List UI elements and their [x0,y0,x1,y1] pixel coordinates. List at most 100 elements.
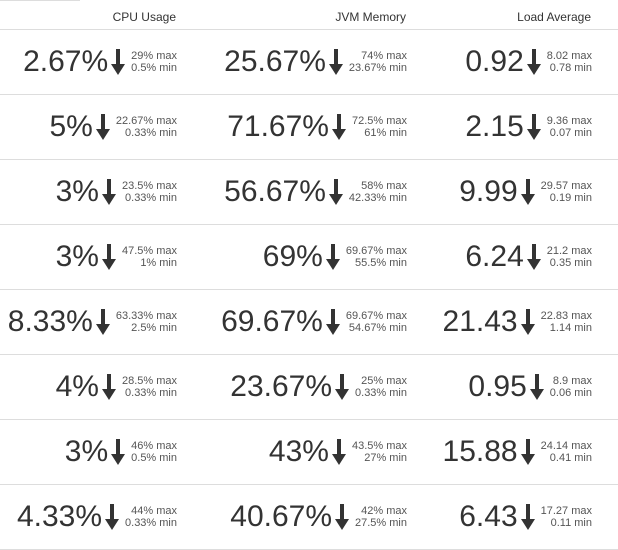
cpu-cell: 2.67% 29% max 0.5% min [0,30,177,94]
cpu-min: 0.5% min [131,62,177,74]
jvm-metric: 71.67% 72.5% max 61% min [227,95,407,159]
load-range: 29.57 max 0.19 min [541,180,592,204]
arrow-down-icon [111,47,126,77]
load-min: 0.11 min [550,517,592,529]
load-max: 8.02 max [546,50,592,62]
jvm-cell: 23.67% 25% max 0.33% min [177,355,407,419]
table-row: 3% 46% max 0.5% min 43% 43.5% max 27% min 15.8… [0,420,618,485]
jvm-metric: 56.67% 58% max 42.33% min [224,160,407,224]
arrow-down-icon [331,112,346,142]
arrow-down-icon [95,112,110,142]
top-divider [0,0,80,1]
table-row: 3% 47.5% max 1% min 69% 69.67% max 55.5% min 6… [0,225,618,290]
load-value: 6.24 [465,240,524,273]
load-value: 9.99 [459,175,518,208]
load-value: 2.15 [465,110,524,143]
cpu-cell: 3% 23.5% max 0.33% min [0,160,177,224]
load-max: 9.36 max [546,115,592,127]
cpu-min: 2.5% min [131,322,177,334]
jvm-value: 23.67% [230,370,333,403]
jvm-cell: 40.67% 42% max 27.5% min [177,485,407,549]
load-cell: 0.92 8.02 max 0.78 min [407,30,592,94]
cpu-max: 44% max [131,505,177,517]
jvm-cell: 69% 69.67% max 55.5% min [177,225,407,289]
load-cell: 6.43 17.27 max 0.11 min [407,485,592,549]
arrow-down-icon [95,307,110,337]
jvm-min: 0.33% min [355,387,407,399]
jvm-value: 43% [268,435,329,468]
load-min: 0.35 min [549,257,592,269]
load-range: 24.14 max 0.41 min [541,440,592,464]
cpu-min: 1% min [140,257,177,269]
arrow-down-icon [335,502,350,532]
jvm-metric: 69.67% 69.67% max 54.67% min [221,290,407,354]
table-row: 2.67% 29% max 0.5% min 25.67% 74% max 23.67% … [0,30,618,95]
jvm-cell: 43% 43.5% max 27% min [177,420,407,484]
load-range: 8.02 max 0.78 min [547,50,592,74]
cpu-cell: 5% 22.67% max 0.33% min [0,95,177,159]
arrow-down-icon [328,177,343,207]
load-metric: 0.92 8.02 max 0.78 min [465,30,592,94]
jvm-max: 25% max [361,375,407,387]
jvm-value: 69.67% [221,305,323,338]
load-value: 0.92 [465,45,524,78]
load-cell: 2.15 9.36 max 0.07 min [407,95,592,159]
cpu-metric: 8.33% 63.33% max 2.5% min [8,290,177,354]
jvm-max: 74% max [361,50,407,62]
jvm-metric: 40.67% 42% max 27.5% min [230,485,407,549]
arrow-down-icon [325,307,340,337]
jvm-metric: 43% 43.5% max 27% min [269,420,407,484]
arrow-down-icon [101,177,116,207]
cpu-range: 28.5% max 0.33% min [122,375,177,399]
arrow-down-icon [331,437,346,467]
arrow-down-icon [520,307,535,337]
jvm-value: 40.67% [230,500,333,533]
load-max: 21.2 max [546,245,592,257]
load-metric: 6.24 21.2 max 0.35 min [465,225,592,289]
cpu-min: 0.33% min [125,192,177,204]
table-header: CPU Usage JVM Memory Load Average [0,0,618,30]
load-value: 0.95 [468,370,527,403]
load-cell: 21.43 22.83 max 1.14 min [407,290,592,354]
table-row: 5% 22.67% max 0.33% min 71.67% 72.5% max 61% … [0,95,618,160]
arrow-down-icon [526,242,541,272]
arrow-down-icon [529,372,544,402]
load-cell: 15.88 24.14 max 0.41 min [407,420,592,484]
cpu-metric: 4.33% 44% max 0.33% min [17,485,177,549]
cpu-range: 63.33% max 2.5% min [116,310,177,334]
jvm-max: 58% max [361,180,407,192]
cpu-value: 3% [55,240,99,273]
cpu-metric: 2.67% 29% max 0.5% min [23,30,177,94]
cpu-metric: 5% 22.67% max 0.33% min [49,95,177,159]
column-header-load-average[interactable]: Load Average [517,10,591,24]
cpu-value: 3% [64,435,109,468]
load-metric: 2.15 9.36 max 0.07 min [465,95,592,159]
cpu-metric: 3% 23.5% max 0.33% min [56,160,177,224]
arrow-down-icon [325,242,340,272]
cpu-max: 28.5% max [121,375,177,387]
column-header-jvm-memory[interactable]: JVM Memory [335,10,406,24]
cpu-metric: 3% 47.5% max 1% min [56,225,177,289]
load-metric: 6.43 17.27 max 0.11 min [459,485,592,549]
load-range: 9.36 max 0.07 min [547,115,592,139]
load-min: 0.41 min [549,452,592,464]
load-range: 8.9 max 0.06 min [550,375,592,399]
column-header-cpu-usage[interactable]: CPU Usage [112,10,176,24]
table-row: 4% 28.5% max 0.33% min 23.67% 25% max 0.33% m… [0,355,618,420]
cpu-min: 0.33% min [125,517,177,529]
arrow-down-icon [328,47,343,77]
arrow-down-icon [111,437,126,467]
jvm-min: 55.5% min [355,257,407,269]
load-metric: 9.99 29.57 max 0.19 min [459,160,592,224]
load-value: 6.43 [459,500,518,533]
load-cell: 6.24 21.2 max 0.35 min [407,225,592,289]
jvm-range: 74% max 23.67% min [349,50,407,74]
jvm-min: 61% min [364,127,407,139]
cpu-range: 29% max 0.5% min [131,50,177,74]
load-min: 0.07 min [549,127,592,139]
jvm-max: 42% max [361,505,407,517]
cpu-cell: 8.33% 63.33% max 2.5% min [0,290,177,354]
arrow-down-icon [526,47,541,77]
cpu-min: 0.5% min [131,452,177,464]
load-max: 24.14 max [540,440,592,452]
